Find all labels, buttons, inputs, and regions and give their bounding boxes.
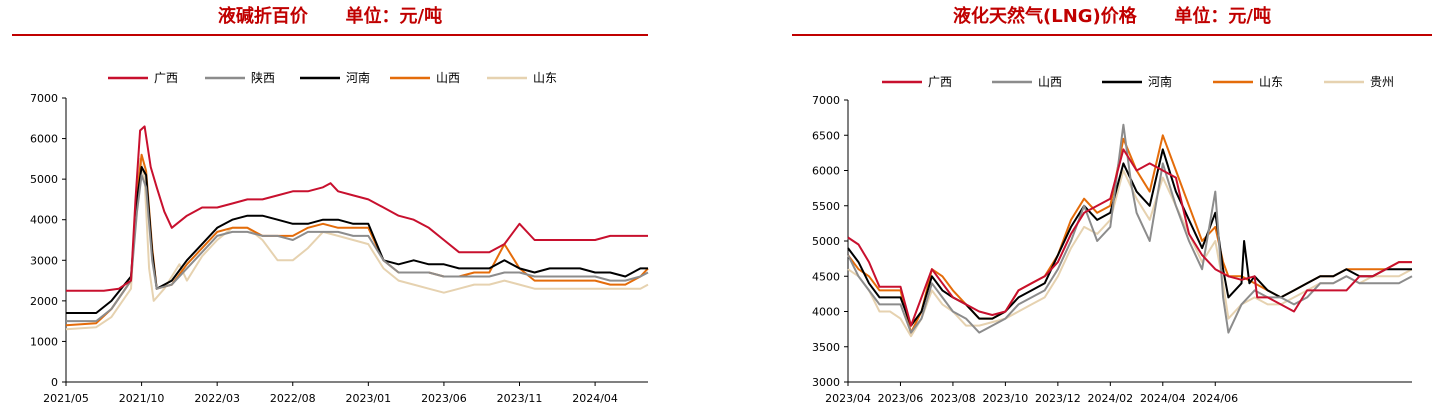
y-tick-label: 4000 [812, 306, 840, 319]
x-tick-label: 2023/01 [345, 392, 391, 405]
series-line-3 [847, 148, 1412, 327]
y-tick-label: 1000 [30, 335, 58, 348]
y-tick-label: 3000 [812, 376, 840, 389]
y-tick-label: 5000 [30, 173, 58, 186]
x-tick-label: 2023/10 [983, 392, 1029, 405]
y-tick-label: 7000 [30, 92, 58, 105]
legend-label: 广西 [154, 71, 178, 85]
x-tick-label: 2023/12 [1035, 392, 1081, 405]
y-tick-label: 5000 [812, 235, 840, 248]
y-tick-label: 2000 [30, 295, 58, 308]
legend-label: 山西 [436, 71, 460, 85]
y-tick-label: 4000 [30, 214, 58, 227]
right-title-rule [792, 34, 1432, 36]
left-chart-svg: 0 1000 2000 3000 4000 5000 6000 7000 2021/05 2021… [30, 70, 649, 405]
y-tick-label: 0 [51, 376, 58, 389]
x-tick-label: 2023/04 [825, 392, 871, 405]
y-tick-label: 3500 [812, 341, 840, 354]
y-tick-label: 6500 [812, 129, 840, 142]
x-tick-label: 2023/11 [497, 392, 543, 405]
legend-label: 山东 [533, 71, 557, 85]
left-chart-title: 液碱折百价 单位：元/吨 [217, 6, 443, 27]
series-line-5 [65, 157, 649, 331]
left-chart-panel: 液碱折百价 单位：元/吨 0 1000 2000 3000 4000 5000 6000 70… [0, 0, 660, 419]
x-tick-label: 2024/06 [1192, 392, 1238, 405]
legend-label: 河南 [1148, 74, 1172, 89]
x-tick-label: 2023/06 [878, 392, 924, 405]
series-line-1 [66, 125, 648, 292]
series-line-1 [847, 148, 1412, 327]
right-chart-title: 液化天然气(LNG)价格 单位：元/吨 [953, 6, 1271, 27]
series-line-5 [847, 169, 1413, 338]
legend-label: 陕西 [251, 70, 275, 85]
x-tick-label: 2022/03 [194, 392, 240, 405]
left-title-rule [12, 34, 648, 36]
series-line-4 [847, 134, 1412, 334]
x-tick-label: 2023/06 [421, 392, 467, 405]
right-chart-panel: 液化天然气(LNG)价格 单位：元/吨 3000 3500 4000 4500 5000… [790, 0, 1434, 419]
y-tick-label: 3000 [30, 254, 58, 267]
y-tick-label: 6000 [812, 165, 840, 178]
y-tick-label: 4500 [812, 270, 840, 283]
legend-label: 河南 [346, 70, 370, 85]
x-tick-label: 2021/05 [43, 392, 89, 405]
x-tick-label: 2024/02 [1087, 392, 1133, 405]
x-tick-label: 2024/04 [1140, 392, 1186, 405]
legend-label: 山西 [1038, 75, 1062, 89]
legend-label: 广西 [928, 75, 952, 89]
y-tick-label: 6000 [30, 133, 58, 146]
x-tick-label: 2021/10 [119, 392, 165, 405]
x-tick-label: 2024/04 [572, 392, 618, 405]
y-tick-label: 7000 [812, 94, 840, 107]
x-tick-label: 2023/08 [930, 392, 976, 405]
right-chart-svg: 3000 3500 4000 4500 5000 5500 6000 6500 7000 2023… [812, 74, 1413, 405]
legend-label: 贵州 [1370, 75, 1394, 89]
series-line-2 [66, 174, 649, 323]
legend-label: 山东 [1259, 75, 1283, 89]
y-tick-label: 5500 [812, 200, 840, 213]
x-tick-label: 2022/08 [270, 392, 316, 405]
